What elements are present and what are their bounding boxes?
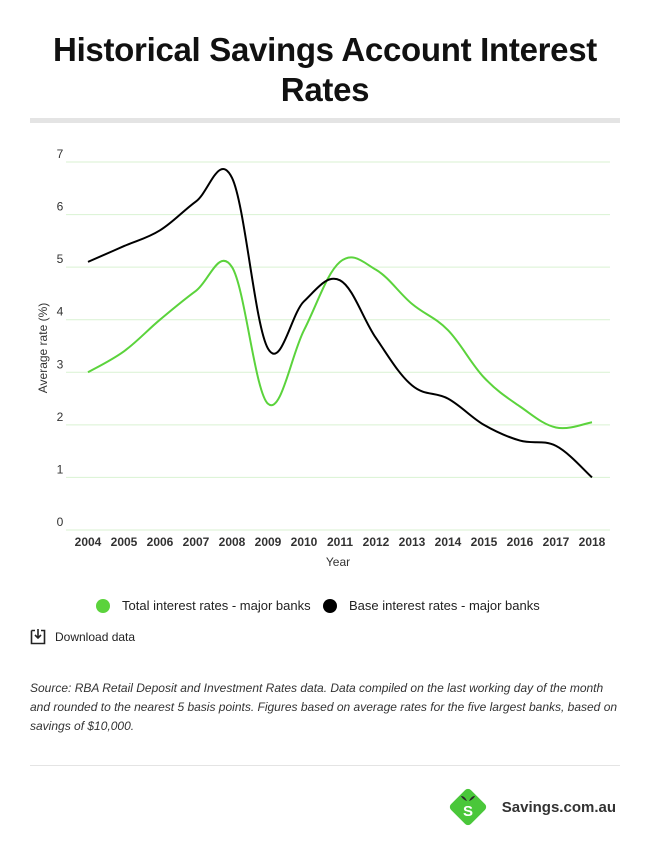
series-line-total[interactable] [87,256,593,430]
source-note: Source: RBA Retail Deposit and Investmen… [30,681,618,733]
savings-logo-icon: S [449,788,486,826]
legend-label-base: Base interest rates - major banks [349,598,540,613]
title-divider [30,118,620,123]
y-tick-label: 3 [57,357,64,371]
y-tick-label: 6 [57,200,64,214]
y-axis-ticks: 0 1 2 3 4 5 6 7 [57,147,64,529]
legend-marker-black [323,598,337,613]
legend-marker-green [96,598,110,613]
x-tick-label: 2005 [111,535,138,549]
download-icon [30,629,46,645]
logo-letter: S [463,803,473,820]
legend-item-total[interactable]: Total interest rates - major banks [96,598,311,613]
y-tick-label: 2 [57,410,64,424]
x-tick-label: 2018 [579,535,606,549]
series-line-base[interactable] [87,168,593,479]
y-tick-label: 1 [57,462,64,476]
x-tick-label: 2016 [507,535,534,549]
x-axis-label: Year [326,555,350,569]
download-label: Download data [55,629,136,644]
brand-name: Savings.com.au [501,798,616,816]
legend-label-total: Total interest rates - major banks [122,598,311,613]
series-lines [87,168,593,479]
y-tick-label: 4 [57,305,64,319]
x-tick-label: 2011 [327,535,353,549]
chart-legend: Total interest rates - major banks Base … [0,598,650,618]
download-data-button[interactable]: Download data [30,628,135,645]
x-tick-label: 2010 [291,535,318,549]
line-chart: 0 1 2 3 4 5 6 7 2004 2005 2006 2007 2008 2009 2010 201… [36,147,610,569]
x-tick-label: 2008 [219,535,246,549]
y-tick-label: 7 [57,147,64,161]
x-tick-label: 2015 [471,535,498,549]
x-axis-ticks: 2004 2005 2006 2007 2008 2009 2010 2011 2012 2013… [75,535,606,549]
x-tick-label: 2009 [255,535,282,549]
footer-divider [30,765,620,766]
x-tick-label: 2004 [75,535,102,549]
x-tick-label: 2017 [543,535,570,549]
brand-logo[interactable]: S Savings.com.au [446,785,616,829]
x-tick-label: 2006 [147,535,174,549]
grid-lines [66,161,610,531]
x-tick-label: 2007 [183,535,210,549]
y-tick-label: 0 [57,515,64,529]
legend-item-base[interactable]: Base interest rates - major banks [323,598,540,613]
x-tick-label: 2012 [363,535,390,549]
y-axis-label: Average rate (%) [36,303,50,394]
x-tick-label: 2013 [399,535,426,549]
chart-title: Historical Savings Account Interest Rate… [53,31,597,108]
y-tick-label: 5 [57,252,64,266]
x-tick-label: 2014 [435,535,462,549]
